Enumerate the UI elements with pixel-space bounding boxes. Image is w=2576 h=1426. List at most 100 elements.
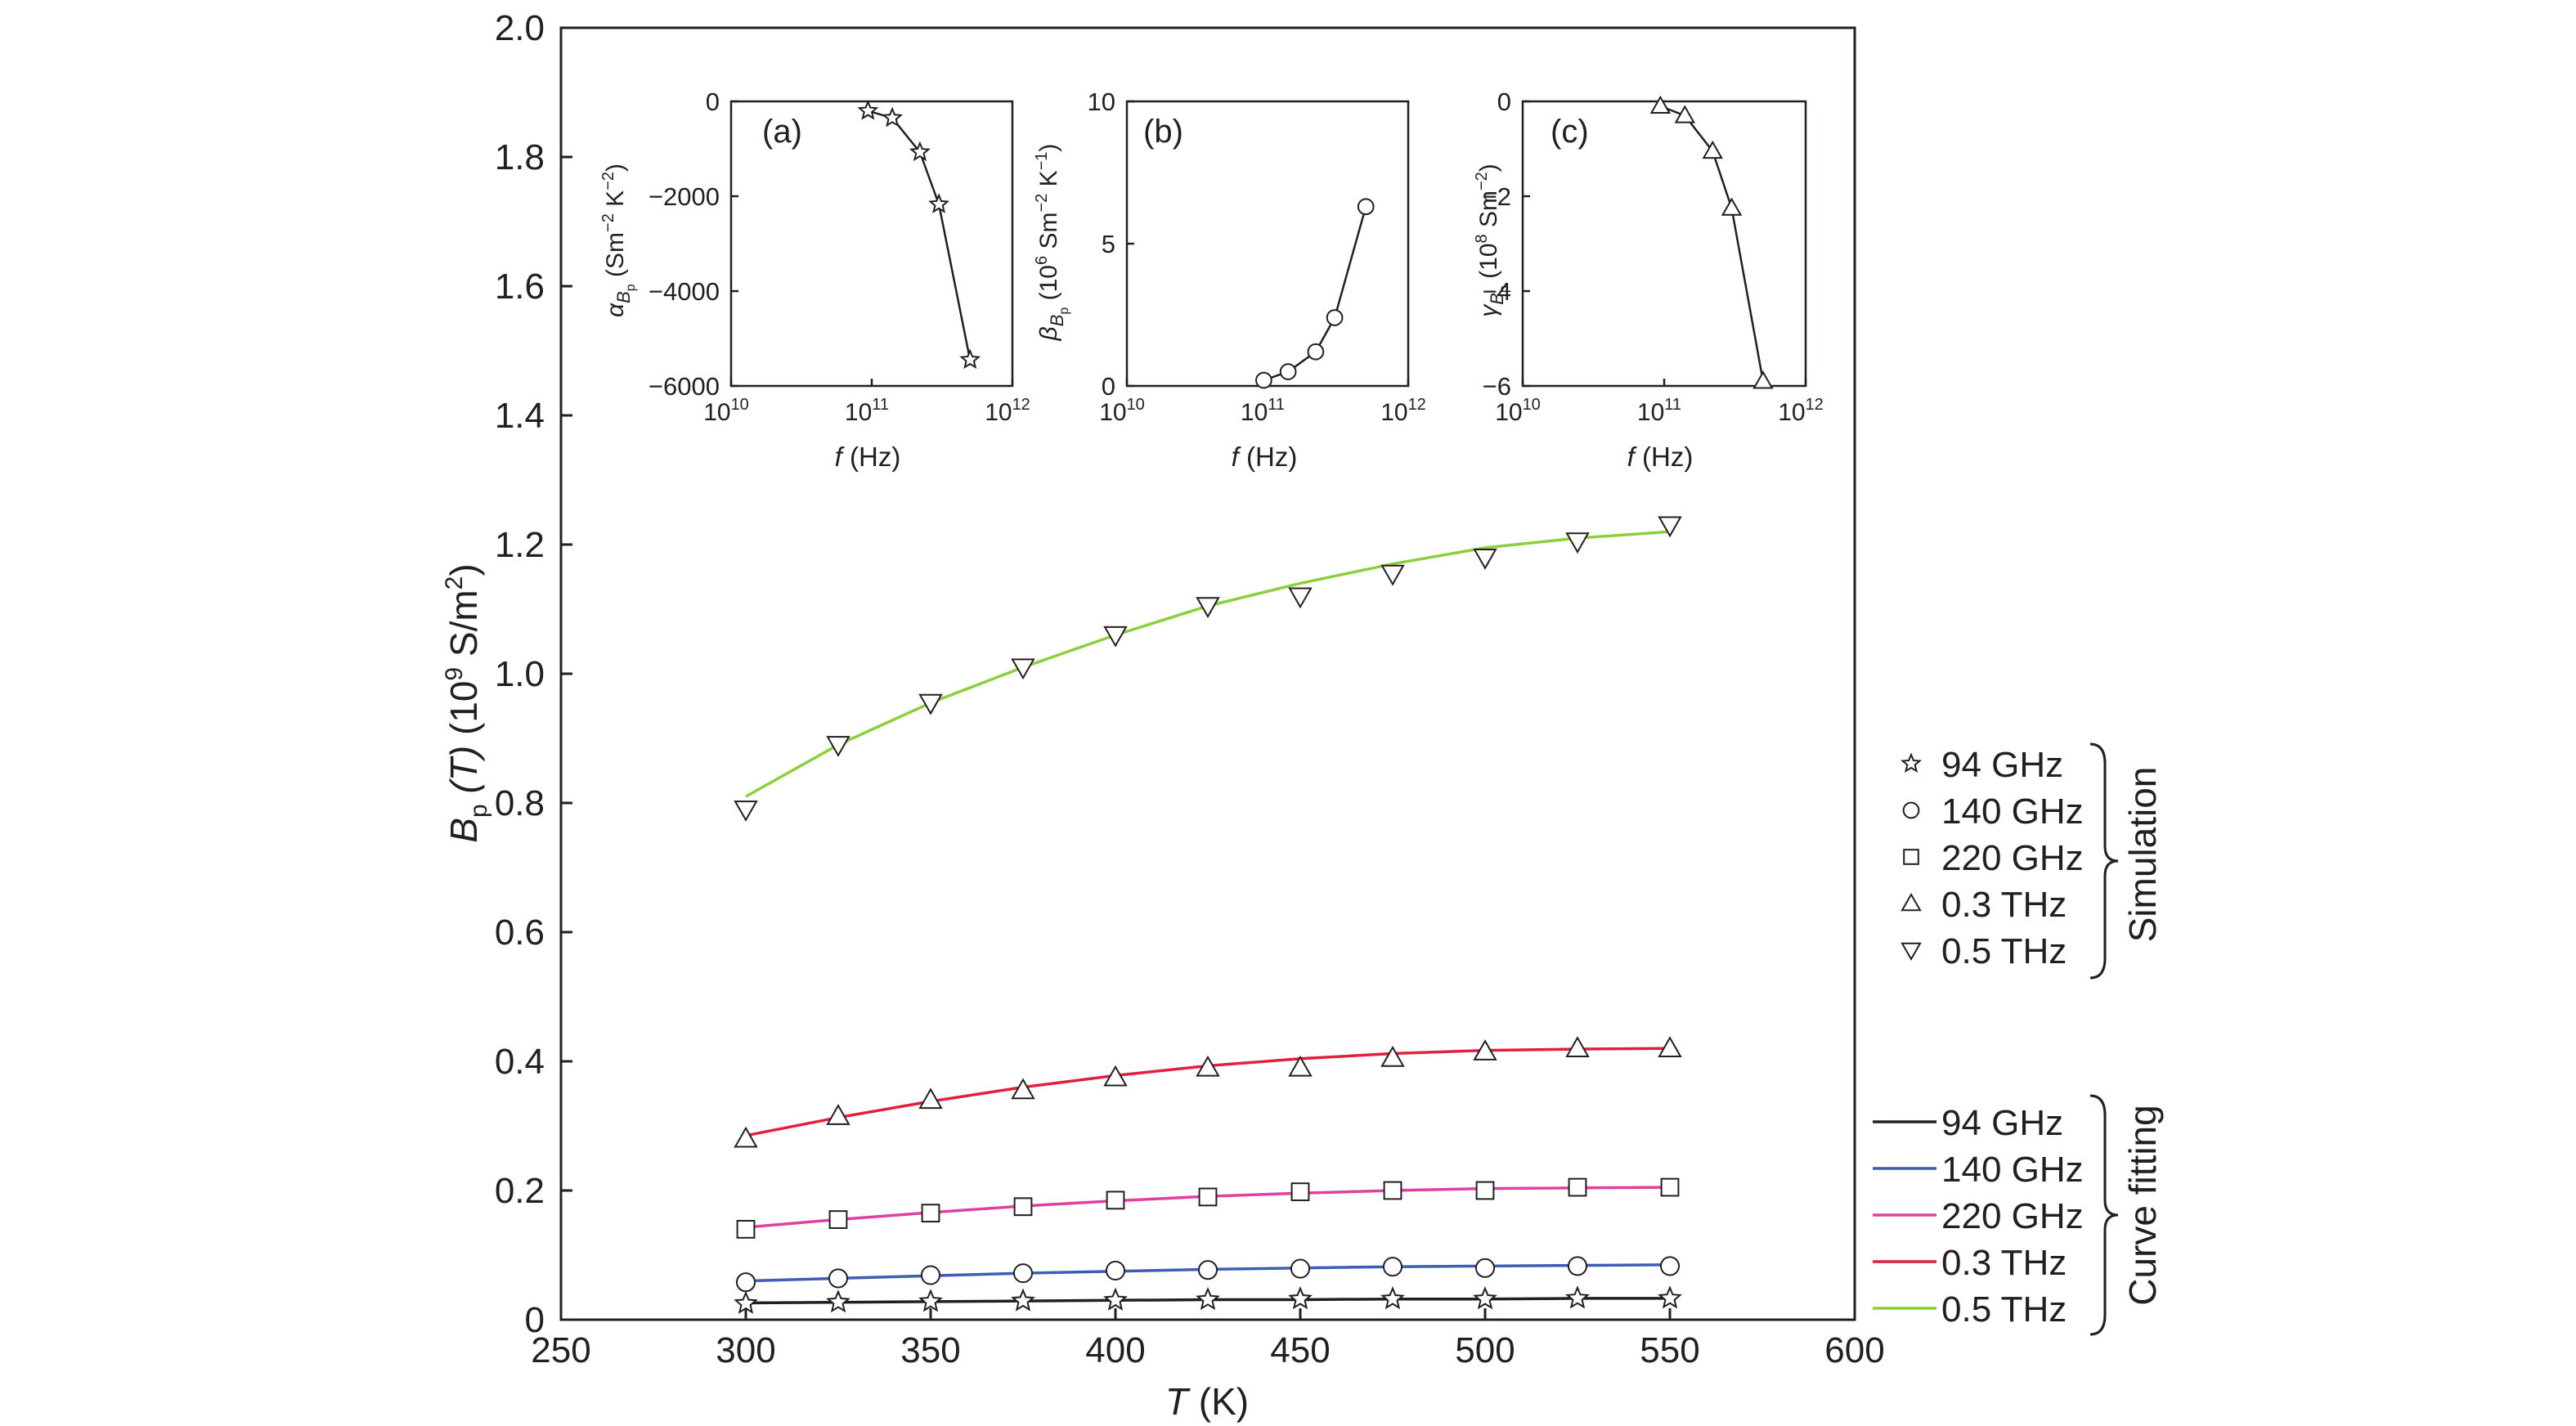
- sim-point-220-ghz: [1198, 1187, 1218, 1207]
- sim-point-94-ghz: [1565, 1285, 1590, 1309]
- legend: 94 GHz 140 GHz 220 GHz 0.3 THz 0.5 THz 94 GHz…: [1873, 742, 2119, 1336]
- inset-y-tick-label: 0: [1497, 87, 1511, 116]
- legend-fit-label: 140 GHz: [1941, 1150, 2084, 1190]
- sim-point-220-ghz: [736, 1220, 756, 1239]
- inset-c-point: [1674, 105, 1696, 123]
- inset-a-point: [928, 193, 949, 213]
- inset-x-tick-label: 1010: [703, 396, 749, 426]
- inset-y-tick-label: −2: [1483, 182, 1511, 211]
- legend-sim-label: 140 GHz: [1941, 791, 2084, 832]
- x-tick-label: 500: [1455, 1330, 1515, 1370]
- sim-point-0.5-thz: [1380, 564, 1405, 586]
- inset-y-tick-label: −4000: [648, 277, 720, 306]
- y-tick-label: 0.2: [495, 1171, 545, 1211]
- x-tick-label: 400: [1085, 1330, 1145, 1370]
- inset-b-y-axis-label: βBp (106 Sm−2 K−1): [1033, 144, 1071, 342]
- y-tick-label: 1.2: [495, 525, 545, 565]
- inset-a-point: [882, 106, 904, 128]
- inset-b-point: [1307, 343, 1325, 361]
- inset-c-point: [1649, 95, 1672, 114]
- y-tick-label: 1.4: [495, 396, 545, 436]
- inset-a-panel-label: (a): [762, 114, 802, 150]
- inset-b-panel-label: (b): [1143, 114, 1183, 150]
- inset-x-tick-label: 1010: [1099, 396, 1145, 426]
- inset-x-tick-label: 1011: [1637, 396, 1681, 426]
- inset-x-tick-label: 1011: [845, 396, 889, 426]
- sim-point-94-ghz: [826, 1289, 850, 1313]
- sim-point-220-ghz: [921, 1204, 940, 1223]
- y-tick-label: 0.8: [495, 783, 545, 823]
- sim-point-0.3-thz: [826, 1104, 850, 1125]
- inset-b-x-axis-label: f (Hz): [1232, 442, 1298, 472]
- inset-a-x-axis-label: f (Hz): [835, 442, 901, 472]
- sim-point-0.3-thz: [1473, 1039, 1497, 1061]
- sim-point-140-ghz: [1105, 1260, 1126, 1281]
- sim-point-0.3-thz: [734, 1126, 758, 1148]
- sim-point-140-ghz: [920, 1265, 941, 1285]
- x-tick-label: 250: [531, 1330, 590, 1370]
- legend-marker-0.3-thz: [1901, 892, 1922, 912]
- sim-point-0.5-thz: [918, 693, 943, 715]
- sim-point-0.5-thz: [1196, 597, 1220, 619]
- sim-point-140-ghz: [735, 1272, 756, 1293]
- sim-point-140-ghz: [1659, 1256, 1681, 1276]
- sim-point-140-ghz: [1290, 1258, 1311, 1279]
- main-x-axis-label: T (K): [1165, 1380, 1249, 1423]
- inset-a-point: [959, 348, 981, 370]
- sim-point-140-ghz: [1012, 1263, 1034, 1284]
- inset-x-tick-label: 1012: [1778, 396, 1824, 426]
- sim-point-94-ghz: [1196, 1286, 1220, 1311]
- sim-point-140-ghz: [828, 1268, 849, 1289]
- sim-point-0.3-thz: [1288, 1055, 1313, 1077]
- legend-fit-label: 220 GHz: [1941, 1196, 2084, 1236]
- sim-point-94-ghz: [1380, 1286, 1405, 1310]
- main-y-axis-label: Bp (T) (109 S/m2): [441, 563, 492, 842]
- y-tick-label: 0.6: [495, 913, 545, 953]
- y-tick-label: 1.0: [495, 654, 545, 694]
- inset-x-tick-label: 1011: [1241, 396, 1285, 426]
- inset-y-tick-label: 5: [1102, 230, 1115, 258]
- sim-point-94-ghz: [1658, 1285, 1682, 1309]
- inset-y-tick-label: 0: [706, 87, 720, 116]
- inset-x-tick-label: 1010: [1495, 396, 1541, 426]
- inset-b-point: [1357, 198, 1375, 216]
- sim-point-0.3-thz: [918, 1087, 943, 1110]
- sim-point-220-ghz: [1568, 1177, 1587, 1197]
- sim-point-220-ghz: [1106, 1191, 1125, 1210]
- sim-point-0.5-thz: [1011, 658, 1035, 680]
- sim-point-0.3-thz: [1103, 1065, 1128, 1087]
- sim-point-0.3-thz: [1565, 1036, 1590, 1057]
- y-tick-label: 1.6: [495, 267, 545, 307]
- inset-c-point: [1702, 140, 1723, 159]
- sim-point-0.5-thz: [734, 800, 758, 822]
- inset-c-point: [1721, 197, 1743, 216]
- legend-fit-label: 0.5 THz: [1941, 1289, 2067, 1330]
- legend-marker-94-ghz: [1900, 752, 1923, 773]
- inset-y-tick-label: −2000: [648, 182, 720, 211]
- inset-b-plot: 1010 1011 1012 0 5 10: [1088, 87, 1426, 426]
- x-tick-label: 600: [1824, 1330, 1884, 1370]
- sim-point-140-ghz: [1197, 1260, 1218, 1280]
- legend-fit-label: 94 GHz: [1941, 1103, 2063, 1143]
- sim-point-0.5-thz: [1473, 549, 1497, 570]
- sim-point-94-ghz: [1288, 1286, 1313, 1310]
- inset-y-tick-label: −4: [1483, 277, 1511, 306]
- sim-point-0.3-thz: [1658, 1036, 1682, 1057]
- sim-point-220-ghz: [1290, 1182, 1310, 1201]
- main-axes: 250 300 350 400 450 500 550 60000.20.40.60.81.0…: [495, 8, 1885, 1370]
- sim-point-94-ghz: [918, 1289, 943, 1312]
- simulation-brace: [2089, 742, 2119, 980]
- sim-point-0.5-thz: [1103, 626, 1128, 648]
- legend-fit-label: 0.3 THz: [1941, 1243, 2067, 1283]
- legend-sim-label: 220 GHz: [1941, 838, 2084, 878]
- inset-y-tick-label: 0: [1102, 372, 1115, 401]
- inset-a-plot: 1010 1011 1012 0 −2000 −4000 −6000: [648, 87, 1030, 426]
- sim-point-220-ghz: [1475, 1181, 1495, 1200]
- inset-c-x-axis-label: f (Hz): [1627, 442, 1694, 472]
- sim-point-94-ghz: [1103, 1287, 1128, 1311]
- inset-c-plot: 1010 1011 1012 0 −2 −4 −6: [1483, 87, 1824, 426]
- y-tick-label: 1.8: [495, 137, 545, 177]
- sim-point-140-ghz: [1474, 1258, 1496, 1278]
- inset-y-tick-label: −6: [1483, 372, 1511, 401]
